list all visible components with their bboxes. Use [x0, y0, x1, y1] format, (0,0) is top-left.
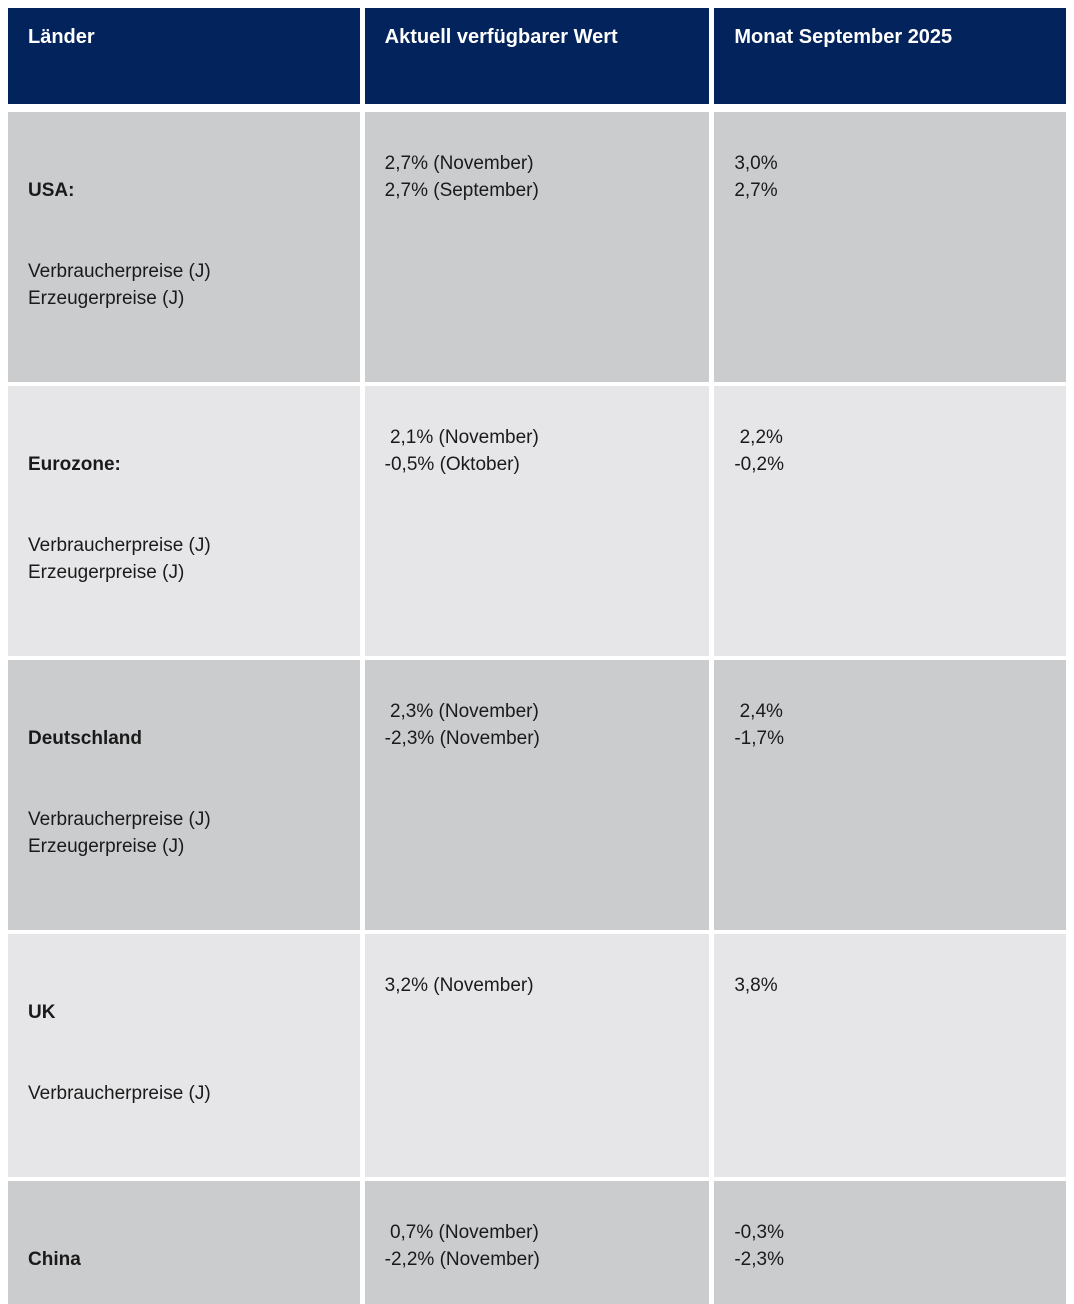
current-value-cell-usa: 2,7% (November) 2,7% (September) — [364, 112, 710, 382]
country-cell-uk: UK Verbraucherpreise (J) — [8, 934, 360, 1177]
indicator-labels: Verbraucherpreise (J) — [28, 1083, 211, 1104]
header-aktuell-verfuegbarer-wert: Aktuell verfügbarer Wert — [364, 8, 710, 104]
header-laender: Länder — [8, 8, 360, 104]
country-name: China — [28, 1249, 81, 1270]
country-cell-deutschland: Deutschland Verbraucherpreise (J) Erzeug… — [8, 660, 360, 930]
country-cell-china: China Verbraucherpreise (J) Erzeugerprei… — [8, 1181, 360, 1304]
price-data-table: Länder Aktuell verfügbarer Wert Monat Se… — [8, 8, 1066, 1304]
current-value-cell-uk: 3,2% (November) — [364, 934, 710, 1177]
country-name: Deutschland — [28, 728, 143, 749]
country-name: Eurozone: — [28, 454, 121, 475]
country-cell-usa: USA: Verbraucherpreise (J) Erzeugerpreis… — [8, 112, 360, 382]
indicator-labels: Verbraucherpreise (J) Erzeugerpreise (J) — [28, 535, 211, 583]
current-value-cell-eurozone: 2,1% (November) -0,5% (Oktober) — [364, 386, 710, 656]
country-cell-eurozone: Eurozone: Verbraucherpreise (J) Erzeuger… — [8, 386, 360, 656]
september-value-cell-eurozone: 2,2% -0,2% — [714, 386, 1066, 656]
september-value-cell-uk: 3,8% — [714, 934, 1066, 1177]
indicator-labels: Verbraucherpreise (J) Erzeugerpreise (J) — [28, 809, 211, 857]
country-name: UK — [28, 1002, 56, 1023]
current-value-cell-deutschland: 2,3% (November) -2,3% (November) — [364, 660, 710, 930]
september-value-cell-deutschland: 2,4% -1,7% — [714, 660, 1066, 930]
country-name: USA: — [28, 180, 75, 201]
current-value-cell-china: 0,7% (November) -2,2% (November) — [364, 1181, 710, 1304]
september-value-cell-usa: 3,0% 2,7% — [714, 112, 1066, 382]
indicator-labels: Verbraucherpreise (J) Erzeugerpreise (J) — [28, 261, 211, 309]
september-value-cell-china: -0,3% -2,3% — [714, 1181, 1066, 1304]
header-monat-september-2025: Monat September 2025 — [714, 8, 1066, 104]
